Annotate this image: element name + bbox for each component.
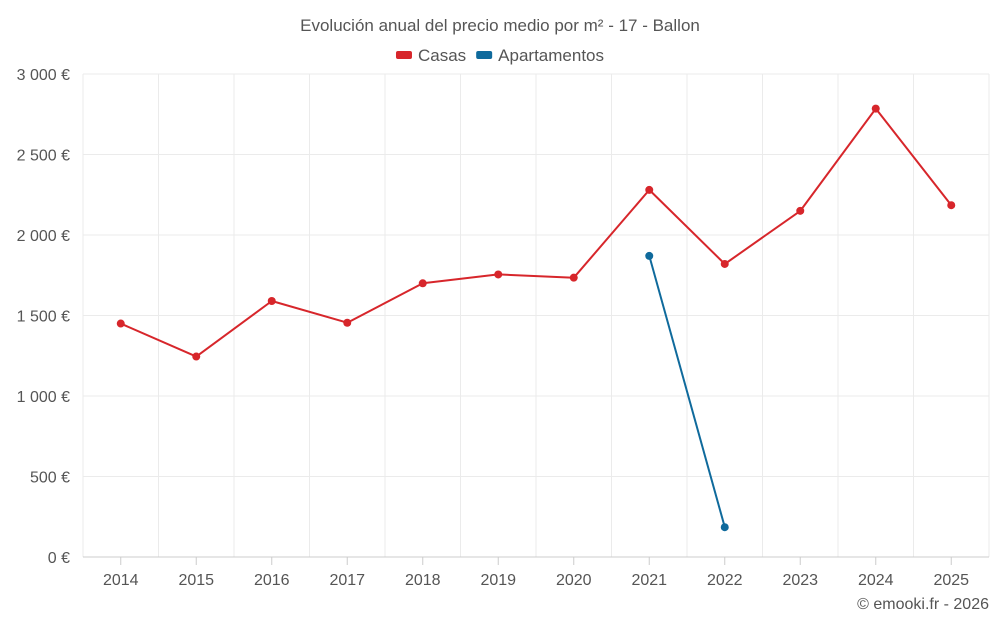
credit-text: © emooki.fr - 2026 bbox=[857, 596, 989, 613]
x-tick-label: 2017 bbox=[329, 572, 365, 589]
series-group bbox=[116, 104, 956, 532]
y-tick-label: 500 € bbox=[30, 470, 70, 487]
grid bbox=[82, 73, 990, 557]
x-tick-label: 2018 bbox=[405, 572, 441, 589]
x-tick-label: 2019 bbox=[480, 572, 516, 589]
data-point-casas-2014 bbox=[116, 319, 125, 328]
y-tick-label: 1 000 € bbox=[17, 389, 70, 406]
data-point-casas-2020 bbox=[569, 273, 578, 282]
x-tick-label: 2020 bbox=[556, 572, 592, 589]
data-point-casas-2019 bbox=[494, 270, 503, 279]
data-point-apartamentos-2021 bbox=[645, 251, 654, 260]
data-point-casas-2015 bbox=[192, 352, 201, 361]
data-point-casas-2023 bbox=[796, 206, 805, 215]
x-tick-label: 2023 bbox=[782, 572, 818, 589]
x-tick-label: 2021 bbox=[631, 572, 667, 589]
legend-swatch-casas bbox=[395, 51, 412, 59]
legend: Casas Apartamentos bbox=[395, 46, 604, 65]
series-line-casas bbox=[120, 107, 953, 358]
data-point-casas-2021 bbox=[645, 185, 654, 194]
y-tick-label: 2 500 € bbox=[17, 148, 70, 165]
y-axis: 0 € 500 € 1 000 € 1 500 € 2 000 € 2 500 € 3 00… bbox=[17, 67, 70, 567]
data-point-casas-2025 bbox=[947, 201, 956, 210]
x-tick-label: 2016 bbox=[254, 572, 290, 589]
data-point-casas-2017 bbox=[343, 318, 352, 327]
data-point-casas-2022 bbox=[720, 259, 729, 268]
legend-label-apartamentos: Apartamentos bbox=[498, 46, 604, 65]
x-axis: 2014 2015 2016 2017 2018 2019 2020 2021 2022 2023… bbox=[83, 556, 989, 589]
x-tick-label: 2014 bbox=[103, 572, 139, 589]
x-tick-label: 2015 bbox=[178, 572, 214, 589]
y-tick-label: 1 500 € bbox=[17, 309, 70, 326]
series-casas bbox=[116, 104, 956, 361]
y-tick-label: 0 € bbox=[48, 550, 70, 567]
chart-title: Evolución anual del precio medio por m² … bbox=[300, 16, 700, 35]
data-point-apartamentos-2022 bbox=[720, 523, 729, 532]
series-line-apartamentos bbox=[648, 255, 726, 528]
series-apartamentos bbox=[645, 251, 729, 532]
data-point-casas-2024 bbox=[871, 104, 880, 113]
legend-label-casas: Casas bbox=[418, 46, 466, 65]
x-tick-label: 2025 bbox=[933, 572, 969, 589]
data-point-casas-2016 bbox=[267, 297, 276, 306]
x-tick-label: 2022 bbox=[707, 572, 743, 589]
y-tick-label: 3 000 € bbox=[17, 67, 70, 84]
legend-swatch-apartamentos bbox=[476, 51, 493, 59]
data-point-casas-2018 bbox=[418, 279, 427, 288]
y-tick-label: 2 000 € bbox=[17, 228, 70, 245]
x-tick-label: 2024 bbox=[858, 572, 894, 589]
